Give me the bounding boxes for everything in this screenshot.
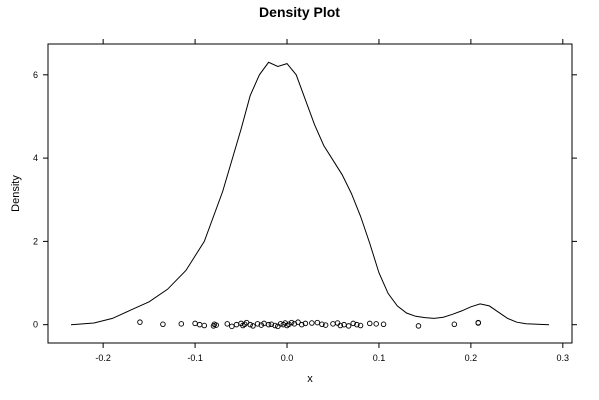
rug-point <box>137 319 143 325</box>
rug-point <box>322 322 329 328</box>
rug-point <box>178 321 185 327</box>
x-tick-label: 0.1 <box>373 353 386 363</box>
rug-point <box>196 321 203 328</box>
rug-point <box>272 322 278 329</box>
rug-point <box>451 321 458 328</box>
rug-points <box>137 319 481 330</box>
rug-point <box>357 322 364 329</box>
rug-point <box>233 321 240 328</box>
density-curve <box>70 61 550 326</box>
y-tick-label: 2 <box>33 236 38 246</box>
rug-point <box>213 322 219 328</box>
rug-point <box>319 321 325 328</box>
x-axis-label: x <box>307 373 313 385</box>
x-tick-label: -0.1 <box>187 353 203 363</box>
rug-point <box>229 323 235 330</box>
rug-point <box>309 320 315 326</box>
rug-point <box>298 321 305 328</box>
rug-point <box>314 319 321 326</box>
plot-frame <box>47 43 573 344</box>
x-tick-label: 0.3 <box>557 353 570 363</box>
rug-point <box>337 322 344 329</box>
rug-point <box>192 320 198 327</box>
rug-point <box>330 321 336 327</box>
rug-point <box>258 322 265 328</box>
rug-point <box>265 321 272 328</box>
axis-ticks <box>43 39 577 348</box>
rug-point <box>295 319 301 325</box>
rug-point <box>345 323 352 329</box>
rug-point <box>224 321 231 327</box>
rug-point <box>288 319 295 326</box>
rug-point <box>302 320 309 327</box>
y-tick-label: 4 <box>33 153 38 163</box>
chart-title: Density Plot <box>259 4 340 20</box>
rug-point <box>250 323 256 329</box>
y-tick-label: 6 <box>33 70 38 80</box>
axis-tick-labels: -0.2 -0.1 0.0 0.1 0.2 0.3 0 2 4 6 <box>33 70 569 363</box>
rug-point <box>268 321 275 328</box>
x-tick-label: 0.0 <box>281 353 294 363</box>
rug-point <box>415 323 422 329</box>
rug-point <box>367 320 373 327</box>
rug-point <box>373 321 379 327</box>
rug-point <box>201 322 208 329</box>
rug-point <box>354 321 360 328</box>
rug-point <box>350 320 356 327</box>
rug-point <box>247 321 253 328</box>
x-tick-label: 0.2 <box>465 353 478 363</box>
rug-point <box>286 321 292 328</box>
x-tick-label: -0.2 <box>95 353 111 363</box>
rug-point <box>380 321 387 328</box>
rug-point <box>254 321 261 327</box>
y-tick-label: 0 <box>33 320 38 330</box>
rug-point <box>160 321 166 328</box>
rug-point <box>475 320 481 326</box>
y-axis-label: Density <box>10 175 22 212</box>
